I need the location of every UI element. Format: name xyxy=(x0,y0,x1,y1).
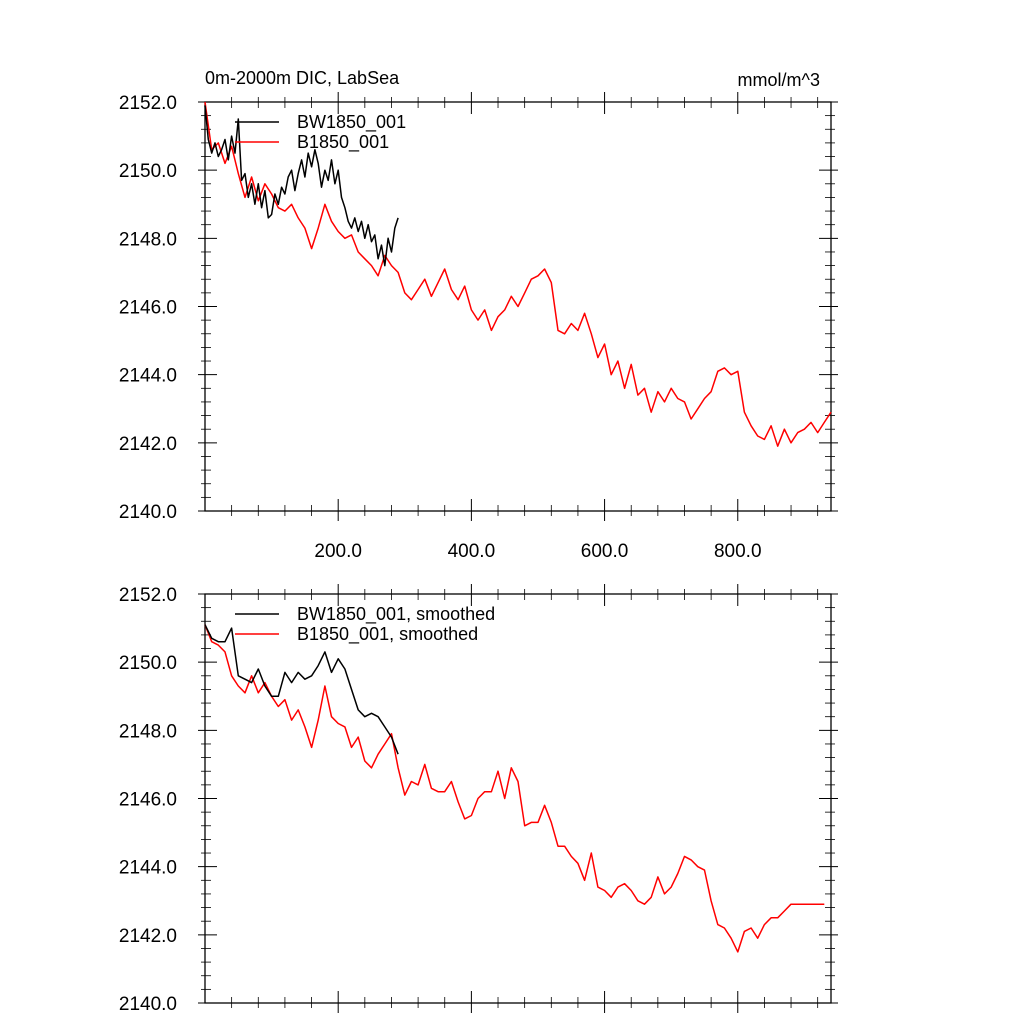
legend-label: BW1850_001 xyxy=(297,112,406,133)
chart-title: 0m-2000m DIC, LabSea xyxy=(205,68,400,88)
series-line-b1850 xyxy=(204,101,832,447)
series-line-bw1850 xyxy=(204,105,399,267)
top-panel: 2140.0 2142.0 2144.0 2146.0 2148.0 2150.0 2152… xyxy=(119,92,838,562)
y-tick-label: 2140.0 xyxy=(119,994,177,1015)
x-tick-label: 400.0 xyxy=(448,541,496,562)
y-tick-label: 2142.0 xyxy=(119,434,177,455)
legend-label: BW1850_001, smoothed xyxy=(297,604,495,625)
y-tick-label: 2150.0 xyxy=(119,653,177,674)
y-tick-label: 2150.0 xyxy=(119,161,177,182)
legend-label: B1850_001 xyxy=(297,132,389,153)
y-tick-label: 2146.0 xyxy=(119,790,177,811)
bottom-panel: 2140.0 2142.0 2144.0 2146.0 2148.0 2150.0 2152… xyxy=(119,584,838,1015)
y-tick-label: 2148.0 xyxy=(119,721,177,742)
x-tick-label: 600.0 xyxy=(581,541,629,562)
y-tick-label: 2146.0 xyxy=(119,298,177,319)
plot-frame xyxy=(204,593,832,1004)
y-tick-label: 2140.0 xyxy=(119,502,177,523)
y-tick-label: 2142.0 xyxy=(119,926,177,947)
legend-label: B1850_001, smoothed xyxy=(297,624,478,645)
y-tick-label: 2144.0 xyxy=(119,366,177,387)
series-line-bw1850 xyxy=(204,624,399,755)
units-label: mmol/m^3 xyxy=(738,70,820,90)
x-tick-label: 800.0 xyxy=(714,541,762,562)
y-tick-label: 2152.0 xyxy=(119,93,177,114)
x-tick-label: 200.0 xyxy=(314,541,362,562)
y-tick-label: 2152.0 xyxy=(119,585,177,606)
y-tick-label: 2148.0 xyxy=(119,229,177,250)
series-line-b1850 xyxy=(204,624,825,953)
y-tick-label: 2144.0 xyxy=(119,858,177,879)
